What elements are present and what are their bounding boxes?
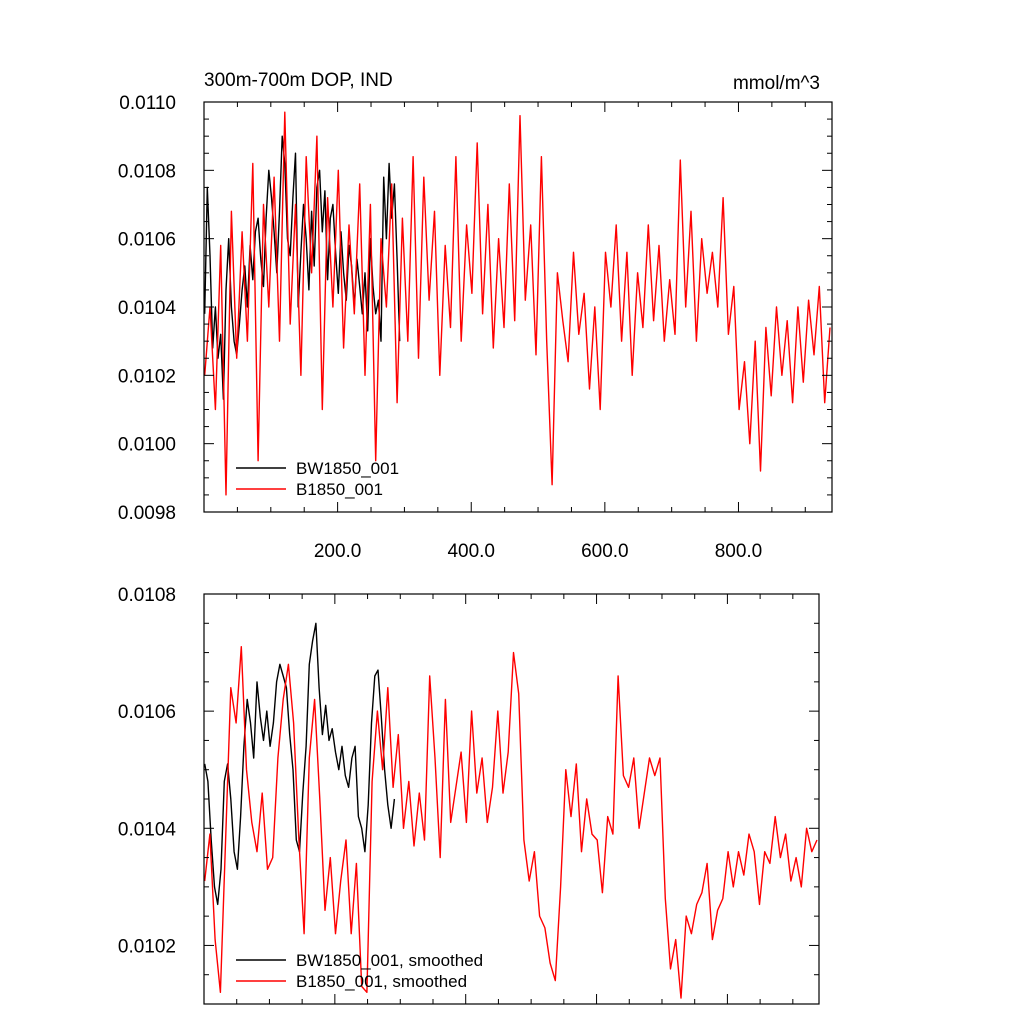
y-tick-label: 0.0108 [118, 585, 176, 606]
legend-label: BW1850_001, smoothed [296, 951, 483, 970]
x-tick-label: 800.0 [715, 541, 763, 562]
chart-title: 300m-700m DOP, IND [204, 70, 393, 91]
plot-frame [203, 593, 820, 1005]
y-tick-label: 0.0110 [119, 93, 176, 114]
y-tick-label: 0.0100 [118, 435, 176, 456]
legend-label: BW1850_001 [296, 459, 399, 478]
series-line-2 [204, 646, 818, 999]
x-tick-label: 400.0 [447, 541, 495, 562]
y-tick-label: 0.0108 [118, 161, 176, 182]
y-tick-label: 0.0106 [118, 702, 176, 723]
x-tick-label: 600.0 [581, 541, 629, 562]
series-line-2 [204, 111, 831, 496]
y-tick-label: 0.0106 [118, 230, 176, 251]
y-tick-label: 0.0102 [118, 366, 176, 387]
y-tick-label: 0.0098 [118, 503, 176, 524]
top-panel: 300m-700m DOP, IND mmol/m^3 200.0 400.0 60… [118, 70, 833, 562]
legend-label: B1850_001, smoothed [296, 972, 467, 991]
units-label: mmol/m^3 [733, 73, 820, 94]
y-tick-label: 0.0102 [118, 936, 176, 957]
y-tick-label: 0.0104 [118, 819, 177, 840]
y-tick-label: 0.0104 [118, 298, 177, 319]
x-tick-label: 200.0 [314, 541, 362, 562]
bottom-panel: 0.0102 0.0104 0.0106 0.0108 BW1850_001, smoo… [118, 585, 820, 1005]
legend-label: B1850_001 [296, 480, 383, 499]
